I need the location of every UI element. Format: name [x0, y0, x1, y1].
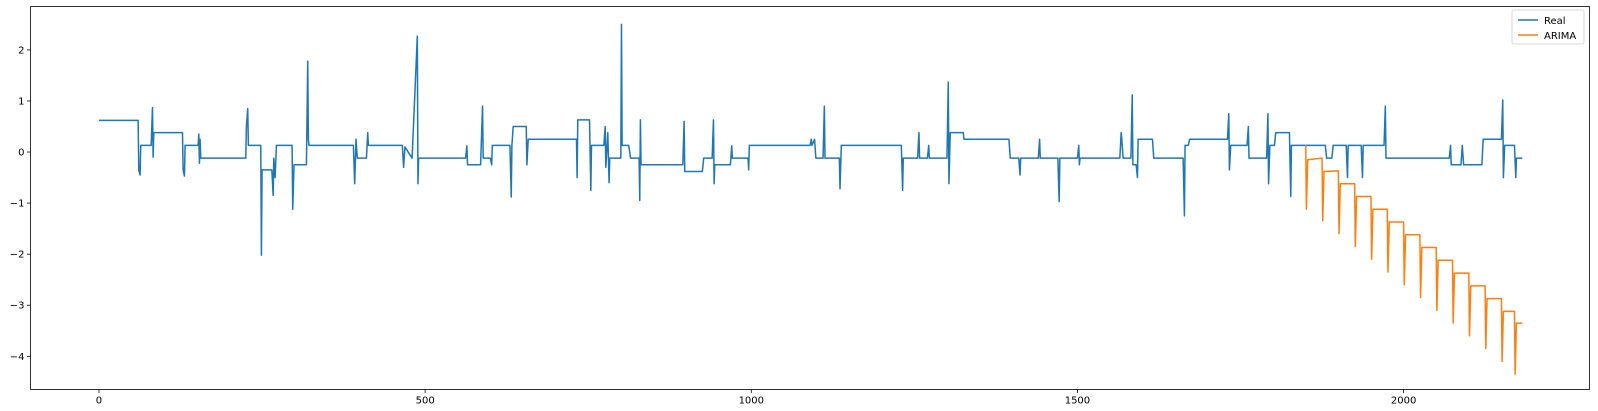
x-tick-label: 1000	[739, 396, 764, 407]
x-tick-label: 1500	[1065, 396, 1090, 407]
y-tick-label: −2	[10, 250, 25, 261]
ticks-layer: 0 500 1000 1500 2000 2 1 0 −1 −2 −3 −4	[10, 45, 1417, 406]
y-tick-label: −1	[10, 199, 25, 210]
series-line-real	[98, 23, 1523, 256]
x-tick-label: 2000	[1391, 396, 1416, 407]
x-tick-label: 500	[416, 396, 435, 407]
y-tick-label: −3	[10, 301, 25, 312]
plot-frame	[30, 6, 1590, 390]
plot-area	[30, 6, 1590, 390]
y-tick-label: 0	[18, 148, 24, 159]
y-tick-label: 2	[18, 45, 24, 56]
legend: Real ARIMA	[1511, 9, 1585, 45]
legend-label-real: Real	[1544, 16, 1566, 27]
series-layer	[98, 23, 1523, 375]
legend-label-arima: ARIMA	[1544, 31, 1576, 42]
y-tick-label: 1	[18, 96, 24, 107]
series-line-arima	[1305, 145, 1523, 375]
y-tick-label: −4	[10, 352, 25, 363]
x-tick-label: 0	[96, 396, 102, 407]
